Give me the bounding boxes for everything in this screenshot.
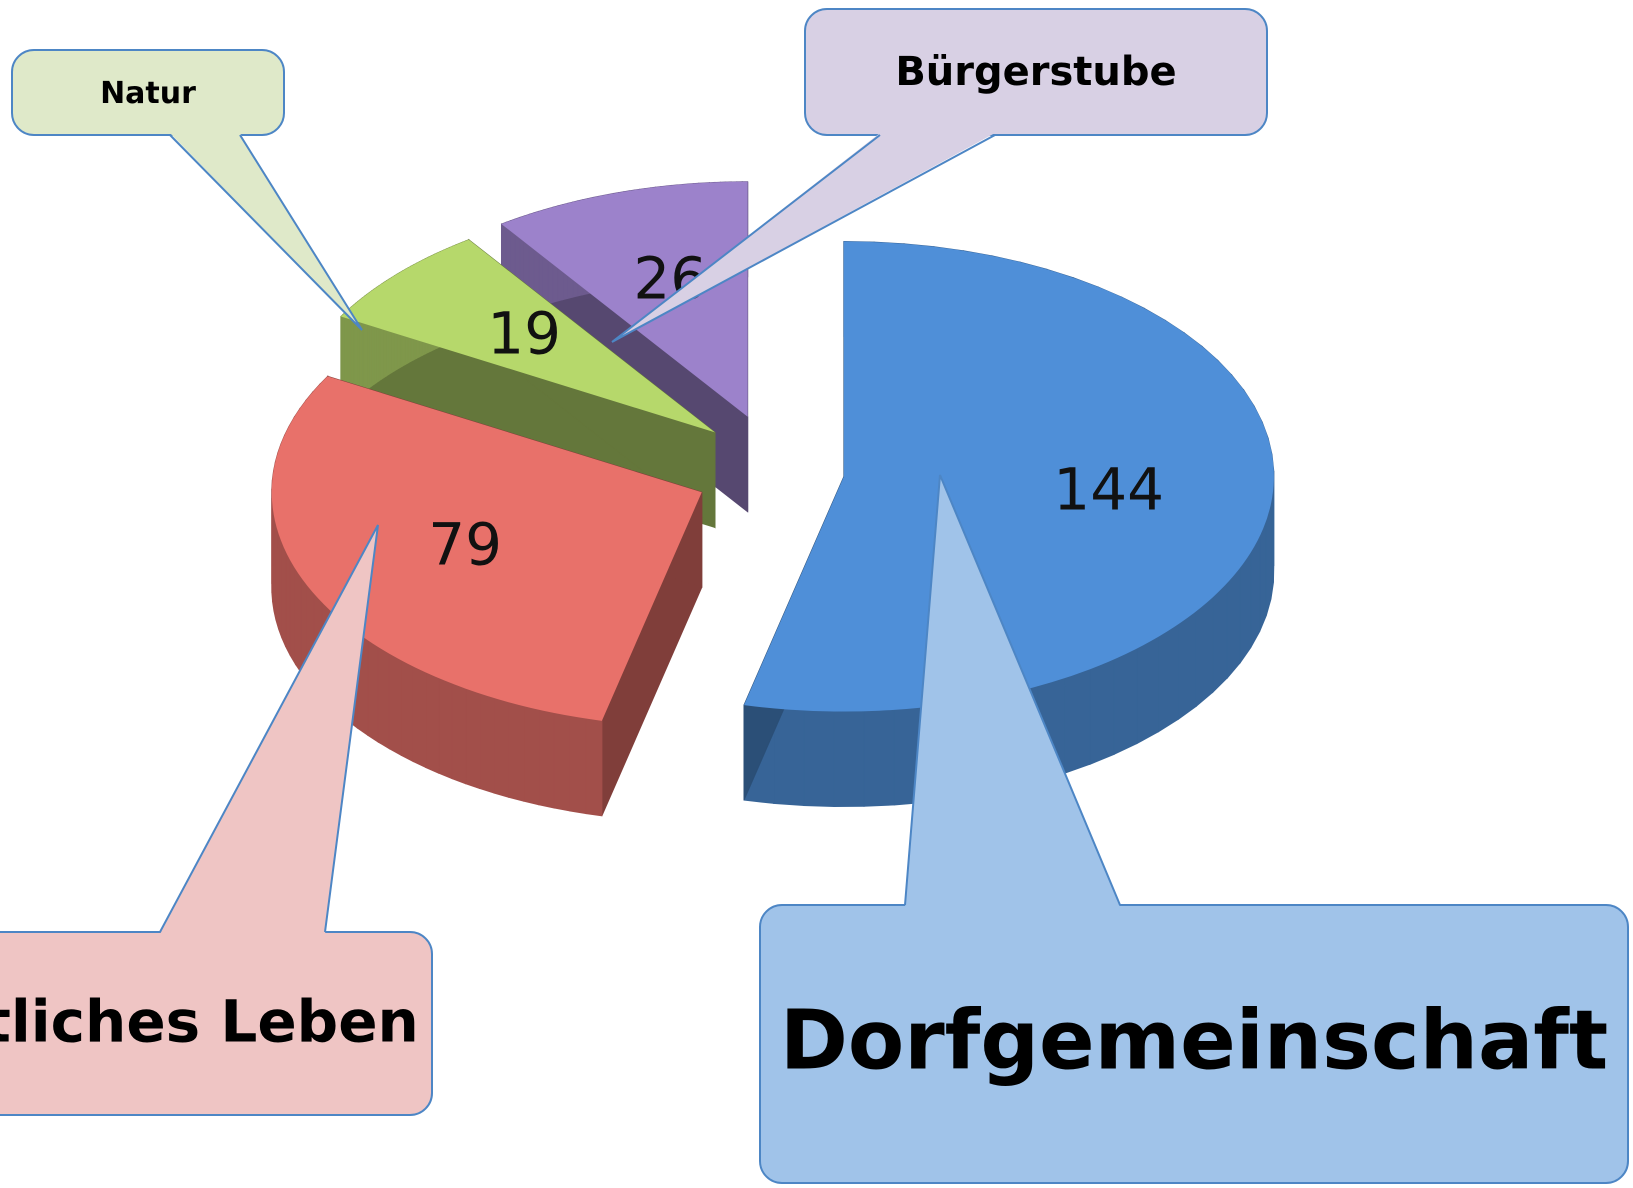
- side-face: [1136, 635, 1159, 745]
- callout: Natur: [11, 49, 363, 331]
- category-label: Natur: [100, 76, 196, 111]
- side-face: [438, 677, 453, 780]
- side-face: [863, 709, 895, 807]
- side-face: [1157, 623, 1179, 733]
- category-label: Dorfgemeinschaft: [780, 993, 1608, 1088]
- category-label: Bürgerstube: [895, 49, 1176, 95]
- side-face: [1265, 503, 1272, 616]
- value-label: 144: [1053, 456, 1164, 524]
- side-face: [1064, 668, 1091, 774]
- side-face: [367, 639, 379, 743]
- callout-pointer-edge: [904, 474, 1121, 906]
- callout: Bürgerstube: [611, 8, 1268, 343]
- side-face: [1239, 550, 1252, 665]
- slice-top: [501, 181, 748, 417]
- callout-pointer-edge: [611, 134, 996, 343]
- side-face: [553, 712, 571, 812]
- side-face: [569, 715, 587, 815]
- side-face: [400, 659, 414, 763]
- callout-pointer-edge: [169, 134, 363, 331]
- callout-box: [11, 49, 285, 136]
- callout-pointer-edge: [159, 524, 379, 933]
- side-face: [412, 665, 427, 769]
- side-face: [1195, 596, 1214, 708]
- side-face: [388, 652, 402, 757]
- category-label: tliches Leben: [0, 988, 419, 1056]
- side-face: [585, 717, 603, 817]
- slice-top: [340, 239, 715, 433]
- slice-top: [743, 241, 1274, 712]
- side-face: [377, 646, 390, 750]
- side-face: [538, 709, 555, 809]
- slice: [743, 241, 1275, 807]
- side-face: [285, 551, 291, 656]
- callout-box: [759, 904, 1629, 1184]
- side-face: [1177, 610, 1197, 721]
- side-face: [1250, 536, 1261, 648]
- side-face: [1113, 647, 1138, 756]
- side-face: [1259, 520, 1267, 632]
- callouts: Dorfgemeinschaft tliches Leben Natur Bürger…: [0, 8, 1629, 1184]
- callout: tliches Leben: [0, 524, 433, 1116]
- side-face: [451, 682, 467, 785]
- callout: Dorfgemeinschaft: [759, 474, 1629, 1184]
- side-face: [1089, 658, 1115, 765]
- value-label: 19: [487, 300, 561, 368]
- callout-pointer: [905, 475, 1120, 907]
- side-face: [465, 687, 481, 790]
- side-face: [803, 709, 835, 807]
- side-face: [281, 542, 287, 647]
- side-face: [1226, 566, 1241, 680]
- slice-top: [271, 376, 702, 721]
- side-face: [425, 671, 440, 774]
- side-face: [833, 710, 865, 807]
- callout-box: [804, 8, 1268, 136]
- side-face: [294, 567, 302, 675]
- side-face: [479, 692, 495, 794]
- side-face: [1212, 581, 1228, 694]
- value-label: 79: [428, 511, 502, 579]
- side-face: [493, 697, 510, 798]
- side-face: [508, 701, 525, 802]
- side-face: [523, 705, 540, 806]
- side-face: [289, 558, 296, 666]
